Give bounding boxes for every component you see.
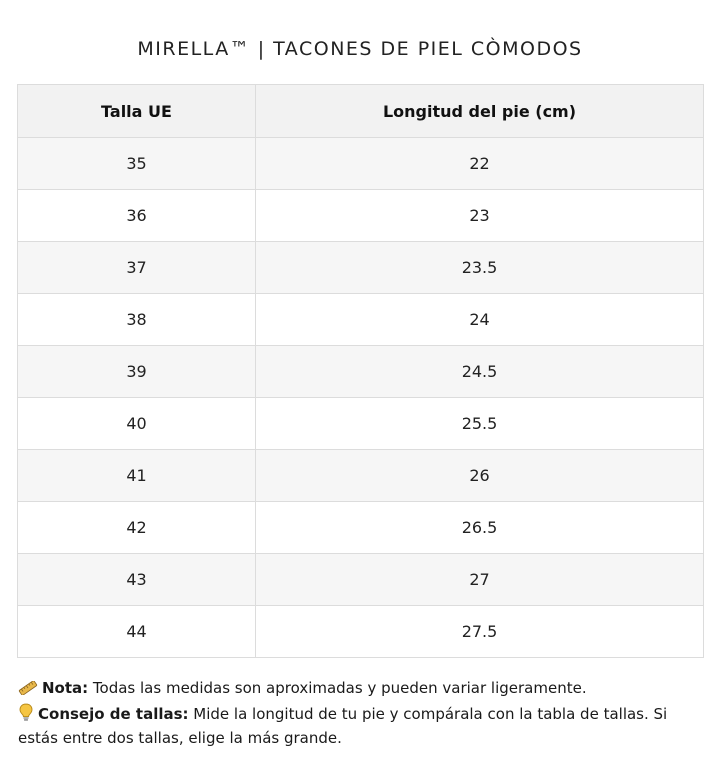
foot-length-cell: 25.5: [255, 397, 704, 450]
foot-length-cell: 27.5: [255, 605, 704, 658]
tip-text: Mide la longitud de tu pie y compárala c…: [18, 705, 668, 747]
eu-size-cell: 35: [17, 137, 256, 190]
table-header-row: Talla UE Longitud del pie (cm): [17, 84, 704, 138]
ruler-icon: [18, 681, 38, 695]
size-chart-table: Talla UE Longitud del pie (cm) 35 22 36 …: [17, 84, 704, 658]
foot-length-cell: 26.5: [255, 501, 704, 554]
table-row: 35 22: [17, 137, 704, 190]
table-row: 43 27: [17, 553, 704, 606]
table-row: 40 25.5: [17, 397, 704, 450]
table-row: 39 24.5: [17, 345, 704, 398]
foot-length-cell: 26: [255, 449, 704, 502]
eu-size-cell: 42: [17, 501, 256, 554]
lightbulb-icon: [19, 703, 33, 721]
foot-length-cell: 27: [255, 553, 704, 606]
eu-size-cell: 41: [17, 449, 256, 502]
foot-length-cell: 23: [255, 189, 704, 242]
foot-length-cell: 24: [255, 293, 704, 346]
eu-size-cell: 39: [17, 345, 256, 398]
note-text: Todas las medidas son aproximadas y pued…: [88, 679, 587, 697]
note-label: Nota:: [42, 679, 89, 697]
foot-length-cell: 23.5: [255, 241, 704, 294]
table-row: 44 27.5: [17, 605, 704, 658]
foot-length-cell: 22: [255, 137, 704, 190]
table-row: 37 23.5: [17, 241, 704, 294]
table-row: 36 23: [17, 189, 704, 242]
column-header-foot-length: Longitud del pie (cm): [255, 84, 704, 138]
eu-size-cell: 40: [17, 397, 256, 450]
eu-size-cell: 43: [17, 553, 256, 606]
eu-size-cell: 37: [17, 241, 256, 294]
page-title: MIRELLA™ | TACONES DE PIEL CÒMODOS: [137, 38, 583, 60]
eu-size-cell: 36: [17, 189, 256, 242]
measurement-note: Nota: Todas las medidas son aproximadas …: [18, 676, 708, 700]
table-row: 42 26.5: [17, 501, 704, 554]
notes-section: Nota: Todas las medidas son aproximadas …: [18, 676, 708, 752]
column-header-eu-size: Talla UE: [17, 84, 256, 138]
foot-length-cell: 24.5: [255, 345, 704, 398]
tip-label: Consejo de tallas:: [38, 705, 189, 723]
eu-size-cell: 38: [17, 293, 256, 346]
table-row: 41 26: [17, 449, 704, 502]
sizing-tip: Consejo de tallas: Mide la longitud de t…: [18, 702, 708, 750]
eu-size-cell: 44: [17, 605, 256, 658]
table-row: 38 24: [17, 293, 704, 346]
